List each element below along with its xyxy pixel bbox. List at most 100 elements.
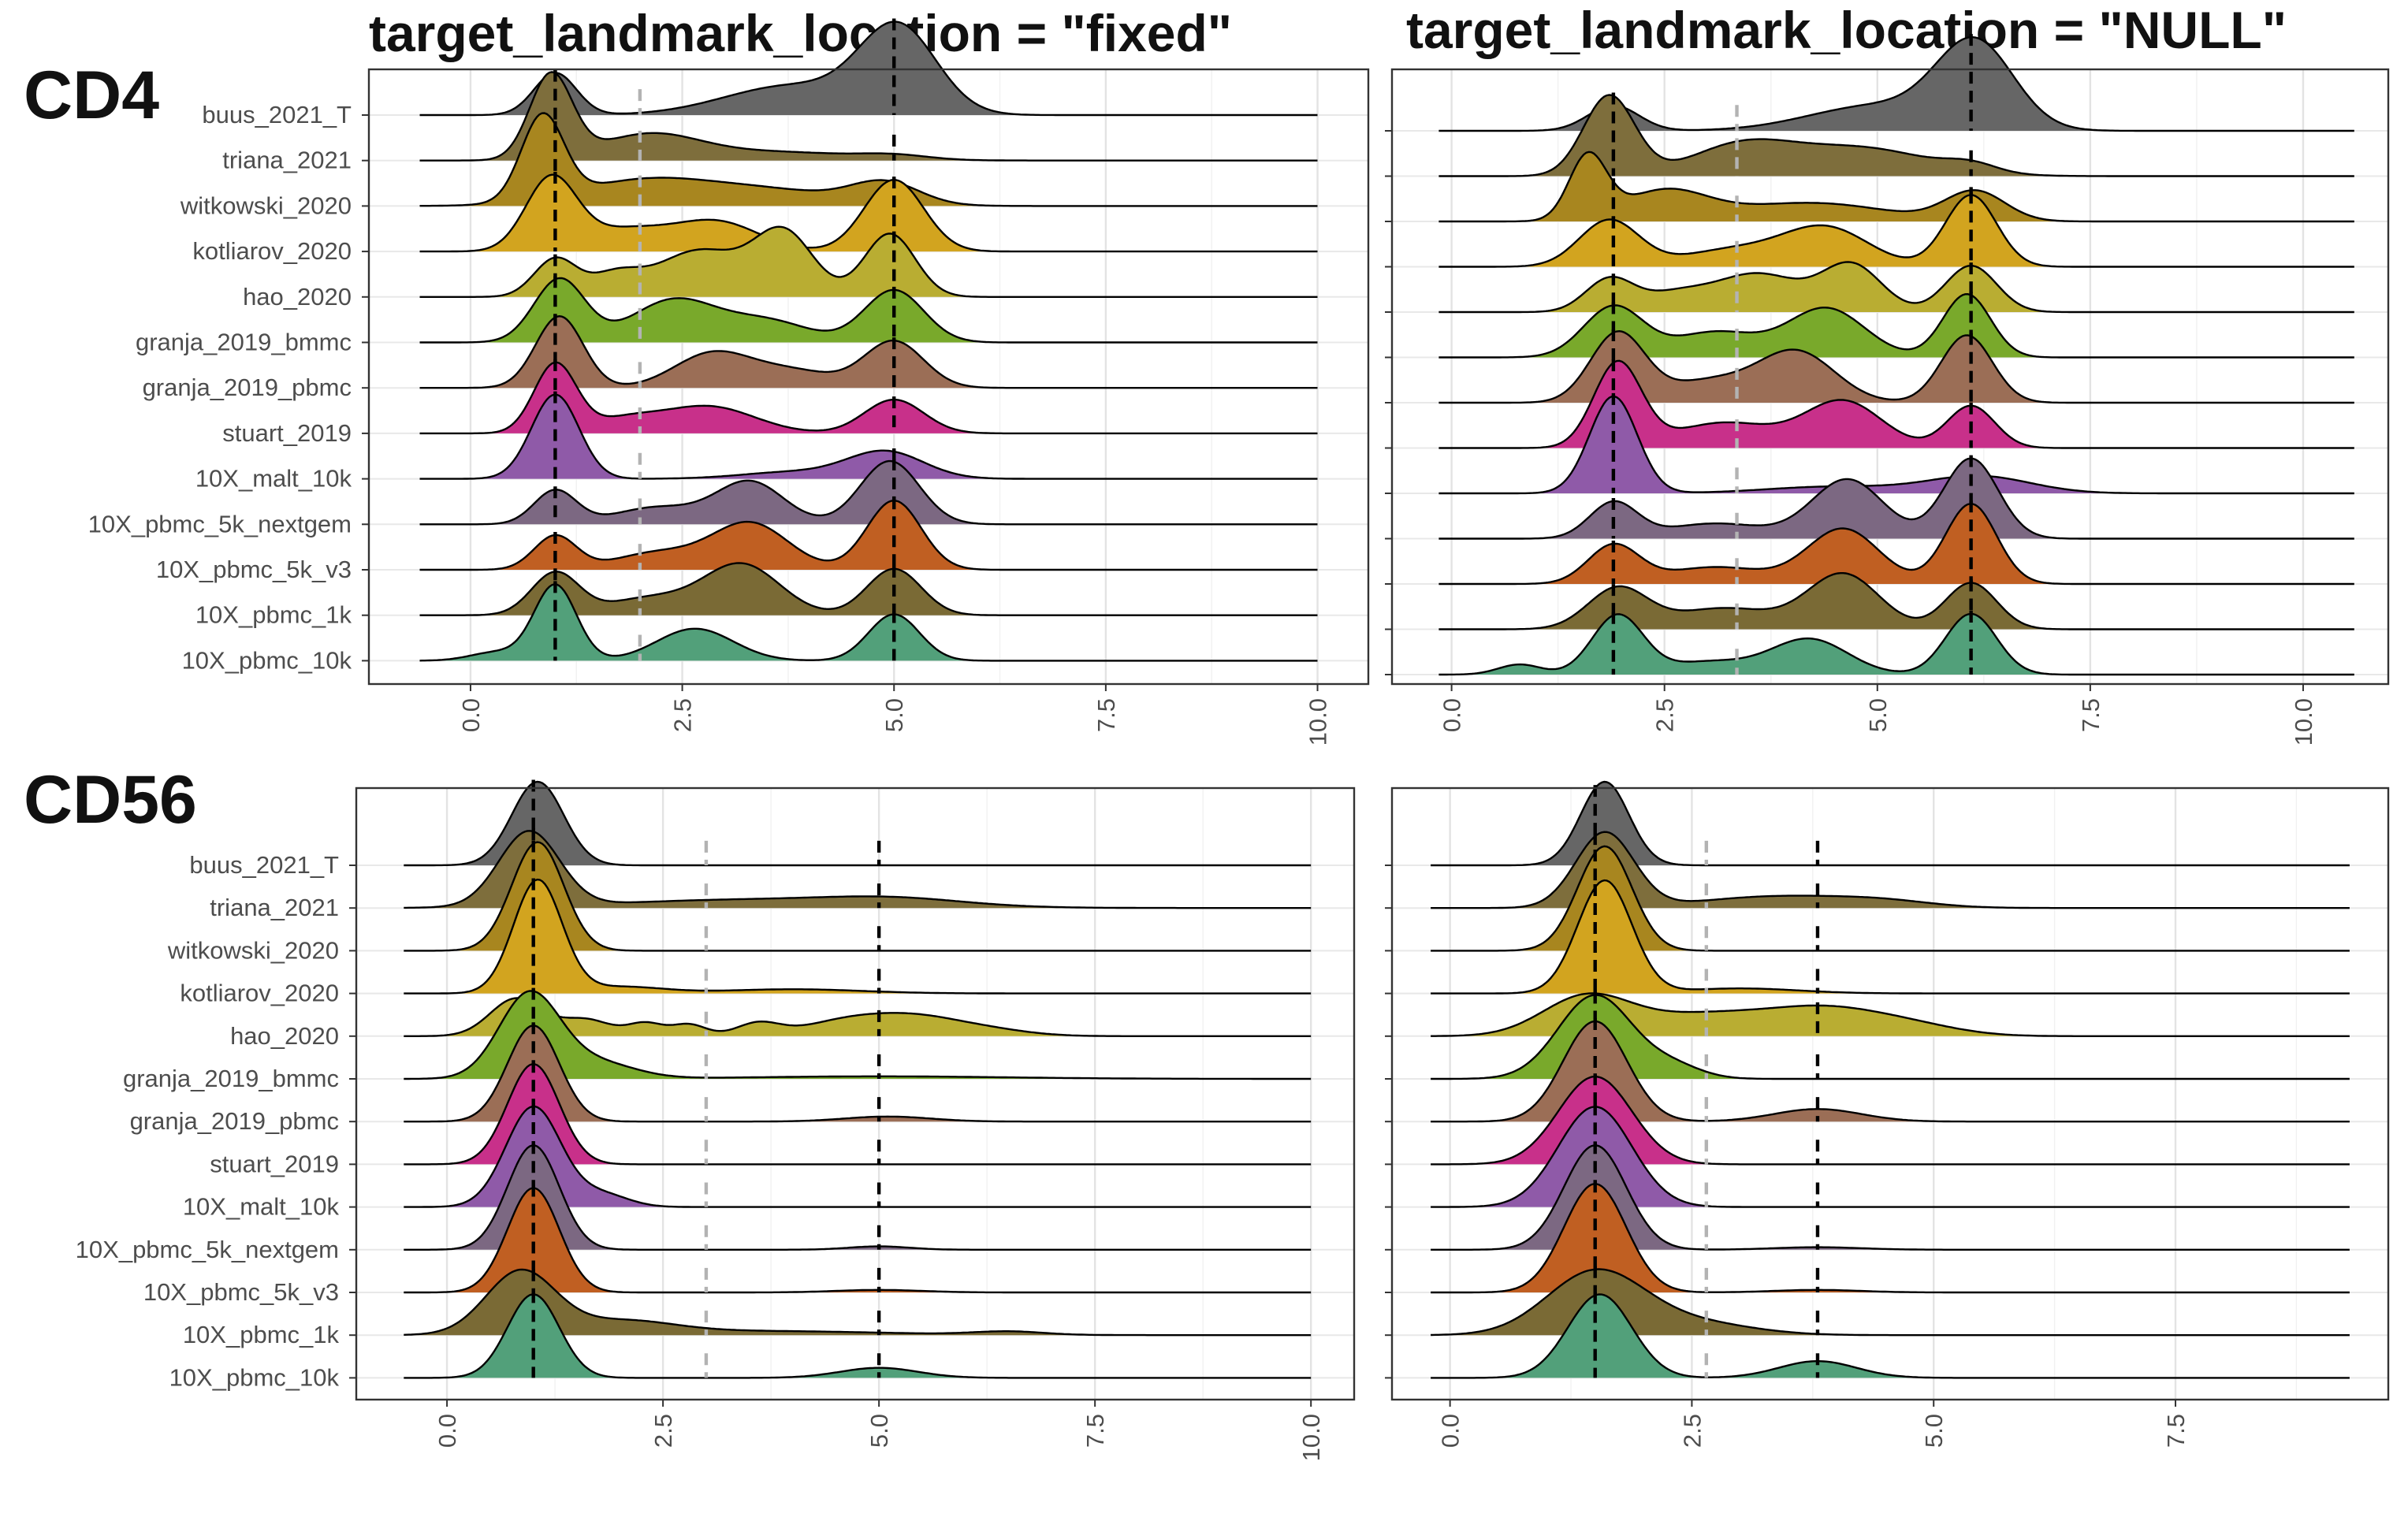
y-tick-label: hao_2020 [230, 1022, 339, 1050]
ridge-fill-10X_pbmc_5k_nextgem [404, 1145, 1312, 1250]
ridge-outline-stuart_2019 [1438, 359, 2354, 449]
ridge-outline-kotliarov_2020 [1438, 194, 2354, 268]
y-tick-label: buus_2021_T [202, 101, 352, 128]
ridge-fill-10X_pbmc_1k [404, 1270, 1312, 1336]
ridge-fill-10X_malt_10k [404, 1106, 1312, 1207]
y-tick-label: granja_2019_bmmc [123, 1065, 339, 1092]
ridge-outline-kotliarov_2020 [1431, 879, 2350, 995]
y-tick-label: 10X_pbmc_10k [182, 646, 352, 674]
x-tick-label: 2.5 [1678, 1414, 1706, 1448]
ridge-fill-10X_pbmc_5k_nextgem [1438, 458, 2354, 539]
ridge-outline-stuart_2019 [1431, 1075, 2350, 1166]
y-tick-label: kotliarov_2020 [192, 237, 352, 265]
y-tick-label: 10X_pbmc_5k_nextgem [88, 510, 352, 537]
ridge-outline-granja_2019_bmmc [404, 990, 1312, 1080]
y-tick-label: 10X_pbmc_1k [183, 1321, 340, 1348]
x-tick-label: 7.5 [1092, 698, 1120, 732]
ridge-outline-buus_2021_T [419, 20, 1318, 117]
ridge-fill-10X_pbmc_5k_v3 [419, 500, 1318, 570]
panel-cd4-null: 0.0 2.5 5.0 7.5 10.0 [1385, 34, 2390, 746]
ridge-fill-granja_2019_bmmc [1431, 995, 2350, 1079]
ridge-outline-kotliarov_2020 [419, 173, 1318, 253]
ridge-fill-10X_pbmc_10k [1431, 1294, 2350, 1378]
ridge-fill-buus_2021_T [419, 21, 1318, 115]
ridge-fill-kotliarov_2020 [1438, 195, 2354, 267]
panel-cd4-fixed: buus_2021_T triana_2021 witkowski_2020kotl… [88, 18, 1370, 746]
ridge-fill-10X_pbmc_5k_v3 [404, 1188, 1312, 1292]
ridge-outline-10X_pbmc_5k_nextgem [1438, 457, 2354, 540]
ridge-outline-buus_2021_T [1431, 780, 2350, 867]
ridge-outline-triana_2021 [404, 830, 1312, 909]
ridge-fill-buus_2021_T [1438, 37, 2354, 132]
ridge-outline-granja_2019_bmmc [1431, 994, 2350, 1080]
ridge-outline-granja_2019_pbmc [419, 314, 1318, 389]
ridge-fill-witkowski_2020 [1438, 151, 2354, 221]
panel-cd56-fixed: buus_2021_T triana_2021 witkowski_2020kotl… [76, 779, 1356, 1461]
ridge-fill-buus_2021_T [1431, 782, 2350, 865]
row-label-cd56: CD56 [24, 762, 197, 838]
ridge-fill-witkowski_2020 [419, 113, 1318, 206]
ridge-outline-10X_pbmc_1k [404, 1268, 1312, 1337]
ridge-outline-witkowski_2020 [404, 841, 1312, 952]
y-tick-label: buus_2021_T [189, 851, 339, 879]
ridge-outline-kotliarov_2020 [404, 878, 1312, 995]
ridge-outline-granja_2019_bmmc [419, 277, 1318, 344]
x-tick-label: 7.5 [2077, 698, 2105, 732]
ridge-outline-hao_2020 [1438, 261, 2354, 314]
panel-border [367, 68, 1370, 686]
ridge-fill-triana_2021 [419, 72, 1318, 161]
ridge-fill-10X_malt_10k [419, 394, 1318, 479]
x-tick-label: 0.0 [1437, 1414, 1465, 1448]
ridge-fill-hao_2020 [1438, 262, 2354, 312]
ridge-fill-kotliarov_2020 [404, 879, 1312, 994]
ridge-outline-stuart_2019 [419, 361, 1318, 435]
ridge-outline-10X_pbmc_1k [1438, 572, 2354, 630]
ridge-outline-10X_pbmc_5k_v3 [419, 499, 1318, 571]
panel-cd56-null: 0.0 2.5 5.0 7.5 [1385, 780, 2390, 1448]
ridge-outline-triana_2021 [1438, 94, 2354, 177]
ridge-outline-granja_2019_bmmc [1438, 292, 2354, 359]
title-fixed: target_landmark_location = "fixed" [369, 4, 1233, 62]
ridge-outline-witkowski_2020 [1438, 151, 2354, 223]
ridge-fill-granja_2019_pbmc [404, 1025, 1312, 1122]
y-tick-label: hao_2020 [243, 283, 352, 310]
ridge-fill-triana_2021 [1438, 95, 2354, 177]
ridge-fill-buus_2021_T [404, 782, 1312, 865]
ridge-fill-10X_pbmc_10k [1438, 614, 2354, 675]
y-tick-label: triana_2021 [222, 147, 352, 174]
x-tick-label: 7.5 [1081, 1414, 1109, 1448]
x-tick-label: 2.5 [649, 1414, 677, 1448]
ridge-fill-10X_malt_10k [1438, 396, 2354, 493]
ridge-fill-kotliarov_2020 [1431, 880, 2350, 994]
ridge-outline-10X_pbmc_10k [1431, 1293, 2350, 1379]
x-tick-label: 5.0 [1920, 1414, 1948, 1448]
ridge-fill-10X_malt_10k [1431, 1106, 2350, 1207]
ridge-outline-triana_2021 [419, 71, 1318, 162]
ridge-fill-witkowski_2020 [404, 842, 1312, 951]
ridge-outline-granja_2019_pbmc [1431, 1020, 2350, 1123]
ridge-outline-stuart_2019 [404, 1063, 1312, 1166]
y-tick-label: 10X_pbmc_5k_v3 [143, 1278, 339, 1306]
ridge-outline-witkowski_2020 [419, 112, 1318, 207]
y-tick-label: granja_2019_bmmc [136, 329, 352, 356]
panel-border [1390, 68, 2390, 686]
y-tick-label: 10X_pbmc_1k [195, 601, 352, 629]
ridge-outline-10X_pbmc_1k [419, 562, 1318, 616]
ridge-outline-hao_2020 [419, 225, 1318, 298]
y-tick-label: 10X_malt_10k [195, 465, 352, 493]
y-tick-label: witkowski_2020 [180, 192, 352, 219]
ridge-outline-10X_malt_10k [404, 1105, 1312, 1208]
ridge-outline-hao_2020 [1431, 992, 2350, 1037]
y-tick-label: witkowski_2020 [167, 936, 339, 964]
ridge-outline-10X_malt_10k [419, 393, 1318, 480]
x-tick-label: 5.0 [1864, 698, 1892, 732]
ridge-fill-granja_2019_bmmc [1438, 294, 2354, 358]
ridge-outline-10X_pbmc_10k [404, 1293, 1312, 1379]
x-tick-label: 10.0 [1304, 698, 1332, 746]
ridge-outline-10X_pbmc_5k_v3 [1438, 503, 2354, 586]
y-tick-label: stuart_2019 [222, 419, 352, 447]
x-tick-label: 5.0 [865, 1414, 893, 1448]
panel-border [1390, 786, 2390, 1401]
ridge-fill-granja_2019_pbmc [1431, 1021, 2350, 1122]
ridge-outline-10X_malt_10k [1438, 395, 2354, 495]
